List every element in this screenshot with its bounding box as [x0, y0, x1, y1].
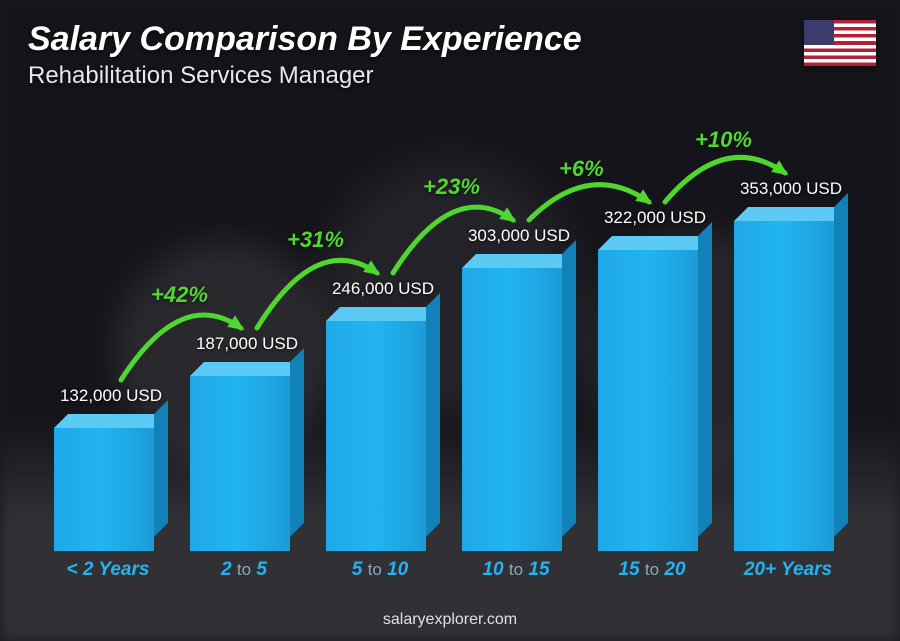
us-flag-icon [804, 20, 876, 66]
increase-arc [40, 101, 860, 581]
page-title: Salary Comparison By Experience [28, 20, 582, 59]
infographic: Salary Comparison By Experience Rehabili… [0, 0, 900, 641]
salary-bar-chart: 132,000 USD< 2 Years187,000 USD2 to 5246… [40, 101, 860, 581]
page-subtitle: Rehabilitation Services Manager [28, 62, 374, 90]
footer-credit: salaryexplorer.com [0, 611, 900, 629]
increase-label: +10% [695, 127, 752, 153]
